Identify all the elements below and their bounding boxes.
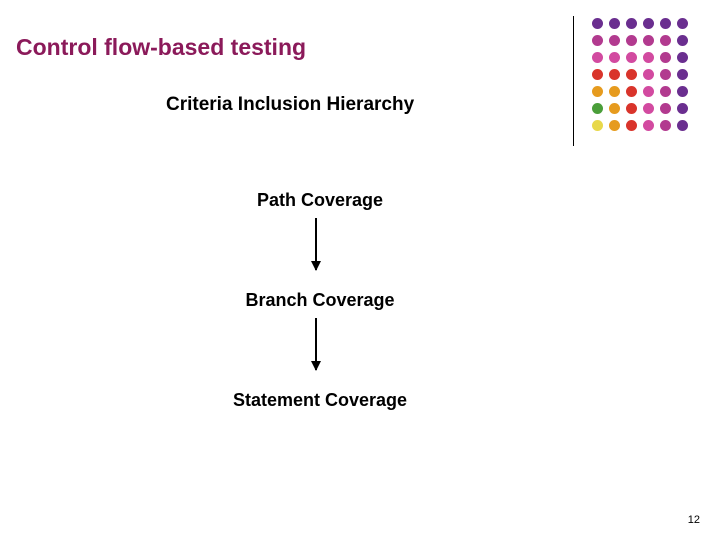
slide: Control flow-based testing Criteria Incl…: [0, 0, 720, 540]
dot-icon: [592, 103, 603, 114]
dot-icon: [626, 35, 637, 46]
dot-icon: [609, 35, 620, 46]
dot-icon: [592, 18, 603, 29]
dot-icon: [609, 86, 620, 97]
hierarchy-arrow: [315, 318, 317, 370]
dot-icon: [643, 18, 654, 29]
dot-icon: [626, 103, 637, 114]
hierarchy-node-path: Path Coverage: [170, 190, 470, 211]
dot-icon: [643, 69, 654, 80]
dot-icon: [660, 120, 671, 131]
dot-icon: [660, 35, 671, 46]
hierarchy-node-branch: Branch Coverage: [170, 290, 470, 311]
dot-icon: [609, 120, 620, 131]
dot-icon: [609, 52, 620, 63]
hierarchy-node-statement: Statement Coverage: [170, 390, 470, 411]
dot-icon: [677, 69, 688, 80]
dot-icon: [660, 86, 671, 97]
slide-title: Control flow-based testing: [16, 34, 306, 61]
dot-icon: [660, 18, 671, 29]
page-number: 12: [688, 514, 700, 526]
dot-icon: [609, 103, 620, 114]
dot-icon: [677, 120, 688, 131]
dot-icon: [626, 18, 637, 29]
dot-icon: [592, 52, 603, 63]
dot-icon: [643, 35, 654, 46]
dot-icon: [677, 103, 688, 114]
decorative-dot-grid: [592, 18, 688, 137]
dot-icon: [677, 52, 688, 63]
dot-icon: [643, 52, 654, 63]
dot-icon: [592, 120, 603, 131]
dot-icon: [643, 86, 654, 97]
dot-icon: [626, 120, 637, 131]
slide-subtitle: Criteria Inclusion Hierarchy: [166, 94, 414, 116]
dot-icon: [609, 18, 620, 29]
dot-icon: [660, 103, 671, 114]
dot-icon: [592, 86, 603, 97]
dot-icon: [677, 18, 688, 29]
decorative-vline: [573, 16, 574, 146]
dot-icon: [592, 35, 603, 46]
dot-icon: [660, 52, 671, 63]
hierarchy-arrow: [315, 218, 317, 270]
dot-icon: [626, 86, 637, 97]
dot-icon: [626, 69, 637, 80]
dot-icon: [626, 52, 637, 63]
dot-icon: [677, 86, 688, 97]
dot-icon: [609, 69, 620, 80]
dot-icon: [592, 69, 603, 80]
dot-icon: [643, 103, 654, 114]
dot-icon: [660, 69, 671, 80]
dot-icon: [677, 35, 688, 46]
dot-icon: [643, 120, 654, 131]
